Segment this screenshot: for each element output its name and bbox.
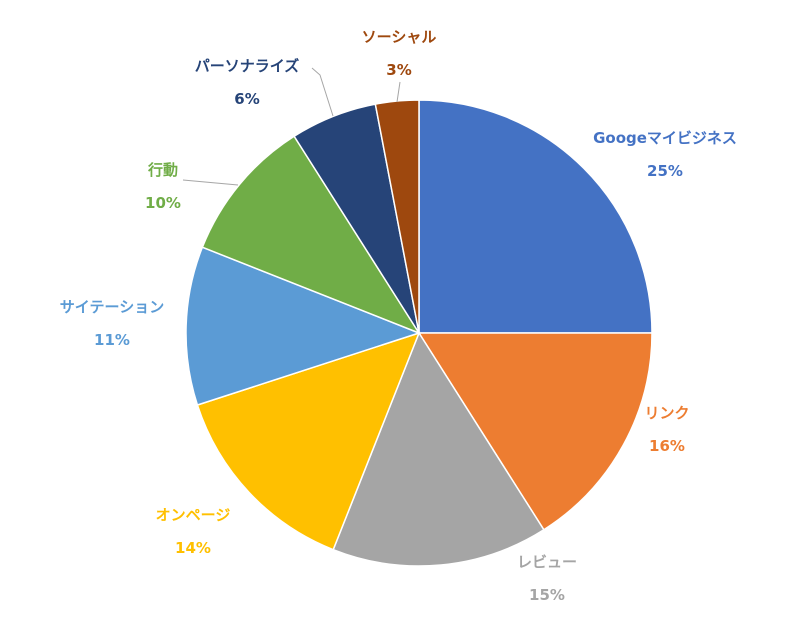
- slice-percent-7: 6%: [234, 90, 259, 108]
- slice-label-6: 行動: [147, 161, 178, 179]
- slice-percent-4: 14%: [175, 539, 211, 557]
- slice-label-5: サイテーション: [60, 298, 164, 316]
- pie-slice-2: [417, 332, 653, 531]
- slice-percent-2: 16%: [649, 437, 685, 455]
- slice-percent-6: 10%: [145, 194, 181, 212]
- slice-label-8: ソーシャル: [362, 28, 437, 46]
- slices-layer: [185, 99, 653, 567]
- leader-line-6: [182, 179, 239, 186]
- slice-percent-8: 3%: [386, 61, 411, 79]
- slice-label-4: オンページ: [156, 506, 231, 524]
- pie-slice-3: [332, 331, 545, 567]
- slice-label-3: レビュー: [517, 553, 577, 571]
- slice-percent-1: 25%: [647, 162, 683, 180]
- slice-label-1: Googeマイビジネス: [593, 129, 737, 147]
- slice-label-2: リンク: [644, 404, 689, 422]
- pie-slice-1: [418, 99, 653, 334]
- pie-slice-6: [201, 135, 421, 335]
- leader-line-7: [311, 67, 334, 117]
- leader-line-8: [396, 81, 401, 103]
- slice-percent-5: 11%: [94, 331, 130, 349]
- slice-percent-3: 15%: [529, 586, 565, 604]
- labels-layer: Googeマイビジネス 25% リンク 16% レビュー 15% オンページ 14% サイテーシ…: [60, 28, 737, 604]
- pie-slice-5: [185, 246, 422, 406]
- slice-label-7: パーソナライズ: [195, 57, 300, 75]
- leader-lines-layer: [182, 67, 401, 186]
